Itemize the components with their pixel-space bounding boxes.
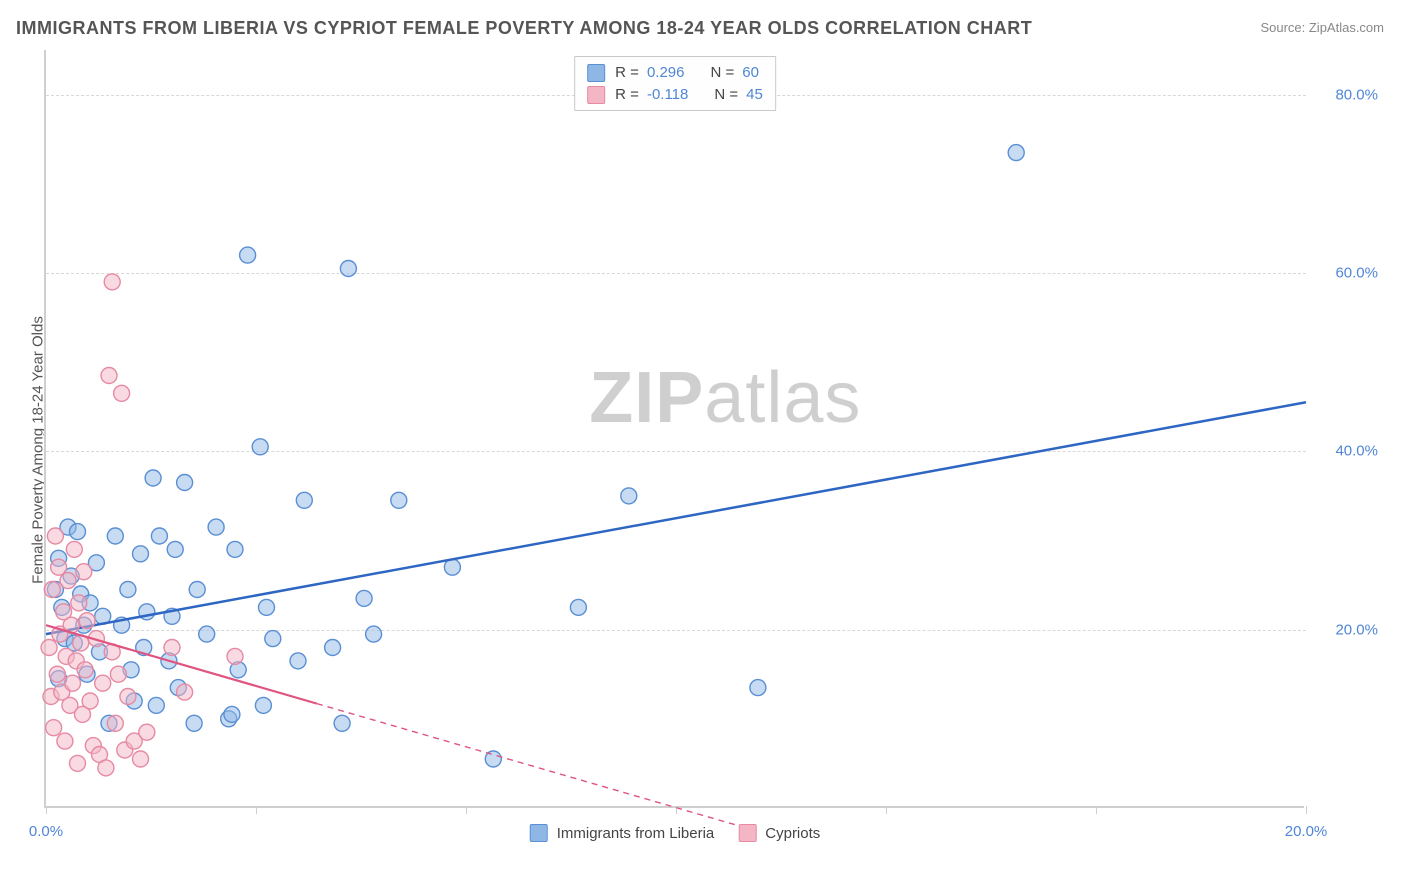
scatter-point-liberia bbox=[151, 528, 167, 544]
scatter-plot-svg bbox=[46, 50, 1306, 808]
legend-swatch-cypriots bbox=[738, 824, 756, 842]
scatter-point-liberia bbox=[120, 582, 136, 598]
x-tick-label: 20.0% bbox=[1285, 823, 1328, 840]
legend-label: Cypriots bbox=[765, 825, 820, 842]
scatter-point-cypriots bbox=[57, 733, 73, 749]
stats-row-liberia: R = 0.296 N = 60 bbox=[587, 62, 763, 84]
scatter-point-cypriots bbox=[79, 613, 95, 629]
y-tick-label: 60.0% bbox=[1308, 264, 1378, 281]
y-tick-label: 20.0% bbox=[1308, 621, 1378, 638]
scatter-point-liberia bbox=[70, 524, 86, 540]
scatter-point-liberia bbox=[186, 715, 202, 731]
scatter-point-liberia bbox=[290, 653, 306, 669]
scatter-point-cypriots bbox=[60, 573, 76, 589]
scatter-point-cypriots bbox=[98, 760, 114, 776]
scatter-point-liberia bbox=[325, 640, 341, 656]
legend-swatch-cypriots bbox=[587, 86, 605, 104]
scatter-point-liberia bbox=[133, 546, 149, 562]
scatter-point-liberia bbox=[107, 528, 123, 544]
stats-row-cypriots: R = -0.118 N = 45 bbox=[587, 84, 763, 106]
x-legend-item-liberia: Immigrants from Liberia bbox=[530, 824, 715, 842]
scatter-point-cypriots bbox=[77, 662, 93, 678]
scatter-point-liberia bbox=[189, 582, 205, 598]
scatter-point-liberia bbox=[259, 599, 275, 615]
scatter-point-cypriots bbox=[107, 715, 123, 731]
source-attribution: Source: ZipAtlas.com bbox=[1260, 20, 1384, 35]
scatter-point-cypriots bbox=[70, 755, 86, 771]
scatter-point-liberia bbox=[340, 261, 356, 277]
n-label: N = bbox=[714, 84, 738, 106]
x-axis-legend: Immigrants from Liberia Cypriots bbox=[530, 824, 821, 842]
scatter-point-cypriots bbox=[49, 666, 65, 682]
r-value: -0.118 bbox=[647, 84, 688, 106]
scatter-point-cypriots bbox=[177, 684, 193, 700]
scatter-point-cypriots bbox=[66, 541, 82, 557]
scatter-point-cypriots bbox=[101, 368, 117, 384]
n-value: 60 bbox=[742, 62, 759, 84]
scatter-point-cypriots bbox=[47, 528, 63, 544]
legend-swatch-liberia bbox=[587, 64, 605, 82]
scatter-point-cypriots bbox=[110, 666, 126, 682]
scatter-point-liberia bbox=[1008, 145, 1024, 161]
scatter-point-cypriots bbox=[82, 693, 98, 709]
scatter-point-liberia bbox=[334, 715, 350, 731]
scatter-point-liberia bbox=[224, 706, 240, 722]
x-tick bbox=[1306, 806, 1307, 814]
x-legend-item-cypriots: Cypriots bbox=[738, 824, 820, 842]
legend-swatch-liberia bbox=[530, 824, 548, 842]
trendline-liberia bbox=[46, 402, 1306, 634]
r-value: 0.296 bbox=[647, 62, 685, 84]
scatter-point-cypriots bbox=[227, 648, 243, 664]
scatter-point-liberia bbox=[265, 631, 281, 647]
scatter-point-cypriots bbox=[44, 582, 60, 598]
n-label: N = bbox=[710, 62, 734, 84]
scatter-point-liberia bbox=[199, 626, 215, 642]
plot-area: ZIPatlas 20.0%40.0%60.0%80.0% 0.0%20.0% … bbox=[44, 50, 1304, 808]
scatter-point-liberia bbox=[252, 439, 268, 455]
scatter-point-cypriots bbox=[120, 689, 136, 705]
scatter-point-cypriots bbox=[164, 640, 180, 656]
x-tick-label: 0.0% bbox=[29, 823, 63, 840]
scatter-point-liberia bbox=[240, 247, 256, 263]
scatter-point-cypriots bbox=[95, 675, 111, 691]
n-value: 45 bbox=[746, 84, 763, 106]
legend-label: Immigrants from Liberia bbox=[557, 825, 715, 842]
scatter-point-cypriots bbox=[76, 564, 92, 580]
scatter-point-liberia bbox=[356, 590, 372, 606]
scatter-point-liberia bbox=[145, 470, 161, 486]
scatter-point-cypriots bbox=[104, 274, 120, 290]
scatter-point-liberia bbox=[167, 541, 183, 557]
r-label: R = bbox=[615, 62, 639, 84]
scatter-point-liberia bbox=[621, 488, 637, 504]
scatter-point-liberia bbox=[750, 680, 766, 696]
scatter-point-liberia bbox=[296, 492, 312, 508]
scatter-point-liberia bbox=[570, 599, 586, 615]
scatter-point-liberia bbox=[227, 541, 243, 557]
stats-legend-box: R = 0.296 N = 60 R = -0.118 N = 45 bbox=[574, 56, 776, 111]
scatter-point-cypriots bbox=[139, 724, 155, 740]
scatter-point-cypriots bbox=[114, 385, 130, 401]
r-label: R = bbox=[615, 84, 639, 106]
scatter-point-cypriots bbox=[133, 751, 149, 767]
y-tick-label: 80.0% bbox=[1308, 86, 1378, 103]
y-tick-label: 40.0% bbox=[1308, 443, 1378, 460]
source-link[interactable]: ZipAtlas.com bbox=[1309, 20, 1384, 35]
scatter-point-liberia bbox=[366, 626, 382, 642]
scatter-point-cypriots bbox=[65, 675, 81, 691]
scatter-point-liberia bbox=[177, 475, 193, 491]
source-prefix: Source: bbox=[1260, 20, 1308, 35]
scatter-point-cypriots bbox=[71, 595, 87, 611]
scatter-point-liberia bbox=[255, 697, 271, 713]
chart-title: IMMIGRANTS FROM LIBERIA VS CYPRIOT FEMAL… bbox=[16, 18, 1032, 39]
scatter-point-cypriots bbox=[41, 640, 57, 656]
scatter-point-liberia bbox=[148, 697, 164, 713]
scatter-point-liberia bbox=[391, 492, 407, 508]
plot-container: Female Poverty Among 18-24 Year Olds ZIP… bbox=[44, 50, 1384, 850]
scatter-point-cypriots bbox=[46, 720, 62, 736]
trendline-cypriots-dash bbox=[317, 704, 739, 826]
scatter-point-liberia bbox=[208, 519, 224, 535]
